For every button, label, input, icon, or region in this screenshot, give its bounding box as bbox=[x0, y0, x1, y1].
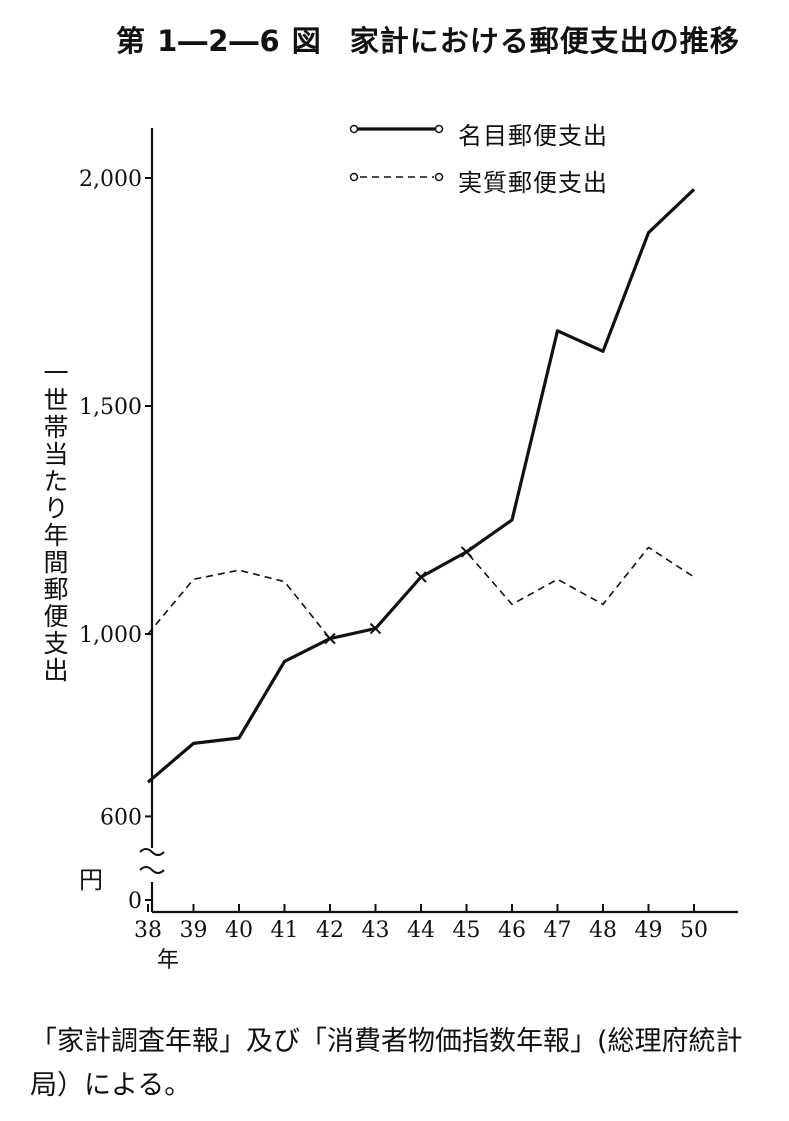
series-line-real bbox=[147, 546, 695, 640]
x-tick-label: 50 bbox=[680, 918, 708, 943]
x-tick-label: 43 bbox=[362, 918, 390, 943]
figure-title: 家計における郵便支出の推移 bbox=[349, 24, 740, 58]
axis-break-lower bbox=[139, 866, 165, 874]
chart-axes bbox=[139, 128, 738, 914]
axis-break-upper bbox=[139, 848, 165, 856]
legend-endpoint bbox=[434, 124, 444, 134]
x-tick-label: 39 bbox=[180, 918, 208, 943]
series-line-nominal bbox=[146, 188, 696, 784]
legend-endpoint bbox=[349, 172, 359, 182]
x-tick-label: 45 bbox=[453, 918, 481, 943]
x-tick-label: 49 bbox=[635, 918, 663, 943]
crossing-marker bbox=[415, 571, 427, 583]
x-tick-label: 40 bbox=[225, 918, 253, 943]
x-tick-label: 46 bbox=[498, 918, 526, 943]
y-tick-label: 0 bbox=[128, 889, 142, 914]
y-tick-label: 1,500 bbox=[79, 395, 142, 420]
y-axis-unit: 円 bbox=[79, 866, 103, 894]
x-axis-ticks: 38 39 40 41 42 43 44 45 46 47 48 49 50 bbox=[134, 904, 708, 943]
legend-label-nominal: 名目郵便支出 bbox=[458, 122, 608, 150]
x-tick-label: 42 bbox=[316, 918, 344, 943]
x-tick-label: 38 bbox=[134, 918, 162, 943]
y-axis-ticks: 0 600 1,000 1,500 2,000 bbox=[79, 167, 152, 914]
x-tick-label: 41 bbox=[271, 918, 299, 943]
page-title: 第 1―2―6 図家計における郵便支出の推移 bbox=[116, 18, 740, 60]
y-axis-label: 一世帯当たり年間郵便支出 bbox=[40, 360, 69, 684]
y-tick-label: 600 bbox=[100, 805, 142, 830]
legend-endpoint bbox=[349, 124, 359, 134]
x-tick-label: 48 bbox=[589, 918, 617, 943]
crossing-marker bbox=[460, 546, 473, 558]
source-note: 「家計調査年報」及び「消費者物価指数年報」(総理府統計局）による。 bbox=[30, 1026, 743, 1101]
x-tick-label: 44 bbox=[407, 918, 435, 943]
crossing-marker bbox=[369, 622, 382, 635]
legend-endpoint bbox=[434, 172, 444, 182]
y-tick-label: 1,000 bbox=[79, 623, 142, 648]
crossing-markers bbox=[324, 546, 473, 645]
series-lines bbox=[146, 188, 696, 784]
figure-number: 第 1―2―6 図 bbox=[116, 24, 322, 58]
y-tick-label: 2,000 bbox=[79, 167, 142, 192]
line-chart: 0 600 1,000 1,500 2,000 38 39 40 41 42 43 44 45 46 47… bbox=[79, 124, 738, 943]
x-tick-label: 47 bbox=[544, 918, 572, 943]
crossing-marker bbox=[324, 632, 336, 645]
legend-label-real: 実質郵便支出 bbox=[458, 169, 608, 197]
x-axis-unit: 年 bbox=[157, 948, 180, 973]
legend-swatches bbox=[349, 124, 444, 182]
